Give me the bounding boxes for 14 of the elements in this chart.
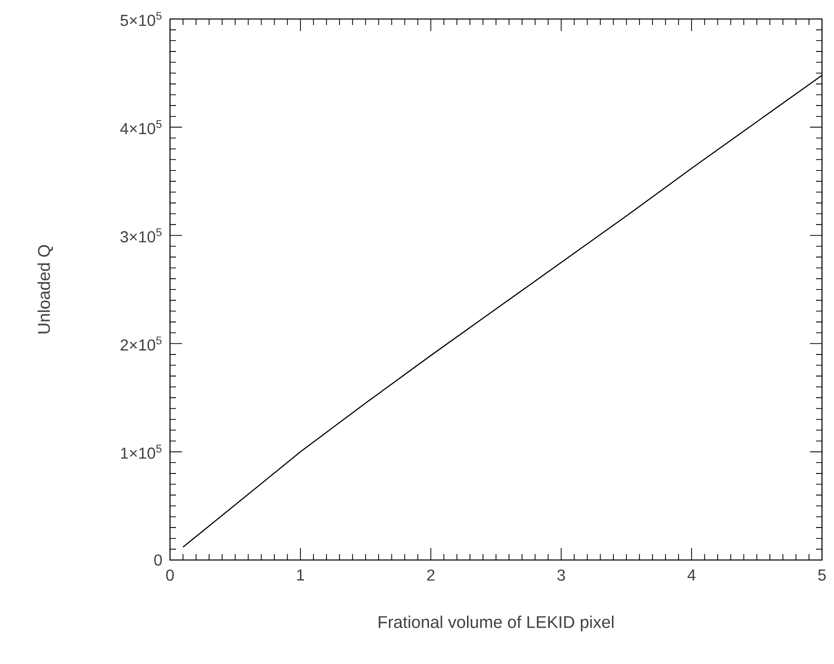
x-axis-title: Frational volume of LEKID pixel — [378, 616, 614, 632]
y-tick-label: 2×10$^{5}$ — [120, 336, 162, 351]
y-axis-title: Unloaded Q — [38, 245, 54, 334]
x-tick-label: 2 — [427, 570, 434, 581]
y-tick-label: 0 — [154, 554, 162, 566]
x-tick-label: 0 — [166, 570, 174, 581]
y-tick-label: 4×10$^{5}$ — [120, 120, 162, 134]
x-tick-label: 4 — [688, 570, 696, 580]
y-tick-label: 5×10$^{5}$ — [120, 12, 162, 26]
y-tick-label: 1×10$^{5}$ — [121, 444, 162, 459]
x-tick-label: 1 — [297, 570, 304, 580]
y-tick-label: 3×10$^{5}$ — [120, 228, 162, 242]
x-tick-label: 3 — [557, 570, 565, 581]
x-tick-label: 5 — [818, 570, 826, 581]
